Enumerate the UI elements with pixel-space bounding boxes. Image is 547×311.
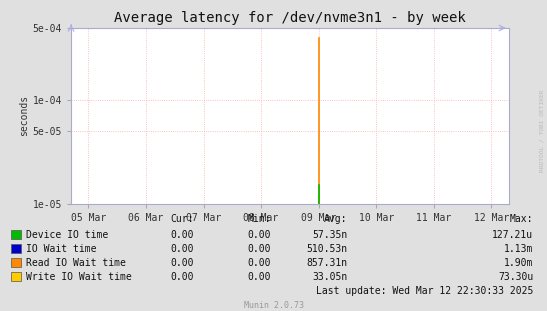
Text: Max:: Max: — [510, 214, 533, 224]
Text: RRDTOOL / TOBI OETIKER: RRDTOOL / TOBI OETIKER — [539, 89, 544, 172]
Text: 0.00: 0.00 — [247, 258, 271, 268]
Text: 0.00: 0.00 — [171, 230, 194, 240]
Title: Average latency for /dev/nvme3n1 - by week: Average latency for /dev/nvme3n1 - by we… — [114, 12, 466, 26]
Text: 0.00: 0.00 — [247, 272, 271, 282]
Text: 0.00: 0.00 — [171, 272, 194, 282]
Text: 127.21u: 127.21u — [492, 230, 533, 240]
Text: Read IO Wait time: Read IO Wait time — [26, 258, 126, 268]
Text: 1.13m: 1.13m — [504, 244, 533, 254]
Text: Avg:: Avg: — [324, 214, 347, 224]
Y-axis label: seconds: seconds — [19, 95, 28, 137]
Text: 1.90m: 1.90m — [504, 258, 533, 268]
Text: Device IO time: Device IO time — [26, 230, 108, 240]
Text: 73.30u: 73.30u — [498, 272, 533, 282]
Text: 0.00: 0.00 — [171, 244, 194, 254]
Text: 0.00: 0.00 — [247, 244, 271, 254]
Text: Min:: Min: — [247, 214, 271, 224]
Text: Cur:: Cur: — [171, 214, 194, 224]
Text: Write IO Wait time: Write IO Wait time — [26, 272, 132, 282]
Text: 510.53n: 510.53n — [306, 244, 347, 254]
Text: 57.35n: 57.35n — [312, 230, 347, 240]
Text: 0.00: 0.00 — [171, 258, 194, 268]
Text: Munin 2.0.73: Munin 2.0.73 — [243, 301, 304, 310]
Text: 0.00: 0.00 — [247, 230, 271, 240]
Text: IO Wait time: IO Wait time — [26, 244, 97, 254]
Text: Last update: Wed Mar 12 22:30:33 2025: Last update: Wed Mar 12 22:30:33 2025 — [316, 286, 533, 296]
Text: 33.05n: 33.05n — [312, 272, 347, 282]
Text: 857.31n: 857.31n — [306, 258, 347, 268]
